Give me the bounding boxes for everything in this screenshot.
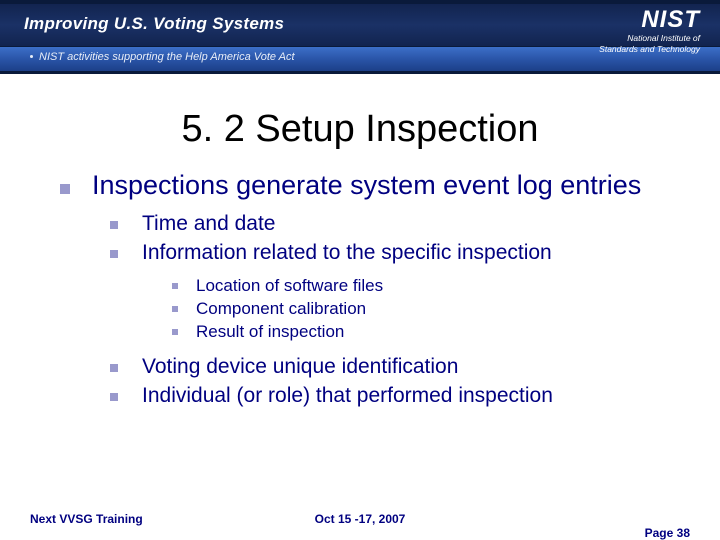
bullet-group-lvl3: Location of software files Component cal… <box>60 275 680 344</box>
square-bullet-icon <box>110 250 118 258</box>
bullet-lvl2-text: Time and date <box>142 212 275 235</box>
bullet-lvl2: Individual (or role) that performed insp… <box>110 383 680 408</box>
banner: Improving U.S. Voting Systems NIST activ… <box>0 0 720 72</box>
footer-right: Page 38 <box>645 526 690 540</box>
footer: Next VVSG Training Oct 15 -17, 2007 Page… <box>30 512 690 526</box>
nist-logo: NIST National Institute of Standards and… <box>599 8 700 55</box>
slide: Improving U.S. Voting Systems NIST activ… <box>0 0 720 540</box>
square-bullet-icon <box>110 393 118 401</box>
square-bullet-icon <box>172 329 178 335</box>
bullet-lvl2-text: Voting device unique identification <box>142 355 458 378</box>
bullet-lvl1: Inspections generate system event log en… <box>60 170 680 201</box>
footer-left: Next VVSG Training <box>30 512 143 526</box>
bullet-lvl1-text: Inspections generate system event log en… <box>92 170 641 200</box>
banner-subtitle-text: NIST activities supporting the Help Amer… <box>39 51 295 63</box>
nist-logo-text: NIST <box>599 8 700 32</box>
bullet-lvl2-text: Individual (or role) that performed insp… <box>142 384 553 407</box>
page-title: 5. 2 Setup Inspection <box>0 108 720 151</box>
dot-icon <box>30 55 33 58</box>
bullet-lvl2: Information related to the specific insp… <box>110 240 680 265</box>
banner-title: Improving U.S. Voting Systems <box>24 14 284 34</box>
banner-subtitle: NIST activities supporting the Help Amer… <box>30 51 295 63</box>
square-bullet-icon <box>60 184 70 194</box>
bullet-lvl2: Voting device unique identification <box>110 354 680 379</box>
bullet-lvl3: Location of software files <box>172 275 680 298</box>
banner-stripe-bottom <box>0 71 720 74</box>
bullet-lvl2: Time and date <box>110 211 680 236</box>
square-bullet-icon <box>172 283 178 289</box>
bullet-lvl3-text: Location of software files <box>196 276 383 295</box>
square-bullet-icon <box>110 364 118 372</box>
bullet-lvl3: Result of inspection <box>172 321 680 344</box>
nist-logo-sub1: National Institute of <box>599 34 700 43</box>
square-bullet-icon <box>172 306 178 312</box>
bullet-group-lvl2a: Time and date Information related to the… <box>60 211 680 265</box>
nist-logo-sub2: Standards and Technology <box>599 45 700 54</box>
content-body: Inspections generate system event log en… <box>60 170 680 409</box>
bullet-group-lvl2b: Voting device unique identification Indi… <box>60 354 680 408</box>
square-bullet-icon <box>110 221 118 229</box>
bullet-lvl3: Component calibration <box>172 298 680 321</box>
bullet-lvl2-text: Information related to the specific insp… <box>142 241 552 264</box>
bullet-lvl3-text: Component calibration <box>196 299 366 318</box>
bullet-lvl3-text: Result of inspection <box>196 322 344 341</box>
